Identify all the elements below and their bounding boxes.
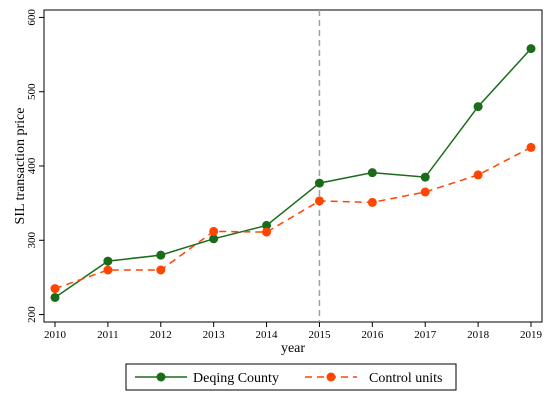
x-tick-label-2019: 2019 [520, 329, 543, 341]
y-tick-label-300: 300 [26, 232, 38, 249]
point-control-units-2019 [526, 142, 536, 152]
y-axis: 200 300 400 500 600 [26, 9, 44, 323]
point-control-units-2010 [50, 284, 60, 294]
plot-frame [43, 9, 543, 323]
legend-marker-control [326, 372, 336, 382]
point-deqing-county-2017 [420, 172, 430, 182]
y-tick-label-200: 200 [26, 306, 38, 323]
legend-label-deqing: Deqing County [193, 371, 279, 386]
y-tick-label-400: 400 [26, 157, 38, 174]
point-deqing-county-2014 [262, 220, 272, 230]
x-tick-label-2016: 2016 [361, 329, 384, 341]
legend-marker-deqing [156, 372, 166, 382]
y-tick-label-500: 500 [26, 83, 38, 100]
point-deqing-county-2018 [473, 102, 483, 112]
x-tick-label-2014: 2014 [256, 329, 279, 341]
point-deqing-county-2011 [103, 256, 113, 266]
point-control-units-2017 [420, 187, 430, 197]
point-deqing-county-2010 [50, 292, 60, 302]
point-deqing-county-2013 [209, 234, 219, 244]
point-control-units-2013 [209, 226, 219, 236]
y-axis-label: SIL transaction price [13, 108, 28, 225]
x-axis-label: year [281, 341, 305, 356]
series-layer [50, 44, 536, 302]
legend-label-control: Control units [369, 371, 443, 386]
point-control-units-2014 [262, 227, 272, 237]
legend: Deqing County Control units [125, 363, 457, 391]
point-control-units-2012 [156, 265, 166, 275]
point-deqing-county-2015 [314, 178, 324, 188]
x-tick-label-2018: 2018 [467, 329, 490, 341]
point-control-units-2011 [103, 265, 113, 275]
x-tick-label-2015: 2015 [308, 329, 331, 341]
point-deqing-county-2012 [156, 250, 166, 260]
point-control-units-2018 [473, 170, 483, 180]
series-line-control-units [54, 146, 532, 290]
x-tick-label-2017: 2017 [414, 329, 437, 341]
x-axis: 2010 2011 2012 2013 2014 2015 2016 2017 2018 2019 [44, 322, 543, 341]
point-control-units-2016 [367, 197, 377, 207]
point-control-units-2015 [314, 196, 324, 206]
x-tick-label-2012: 2012 [150, 329, 172, 341]
x-tick-label-2011: 2011 [97, 329, 119, 341]
series-line-deqing-county [54, 48, 532, 299]
point-deqing-county-2019 [526, 44, 536, 54]
y-tick-label-600: 600 [26, 9, 38, 26]
point-deqing-county-2016 [367, 168, 377, 178]
x-tick-label-2013: 2013 [203, 329, 226, 341]
x-tick-label-2010: 2010 [44, 329, 67, 341]
